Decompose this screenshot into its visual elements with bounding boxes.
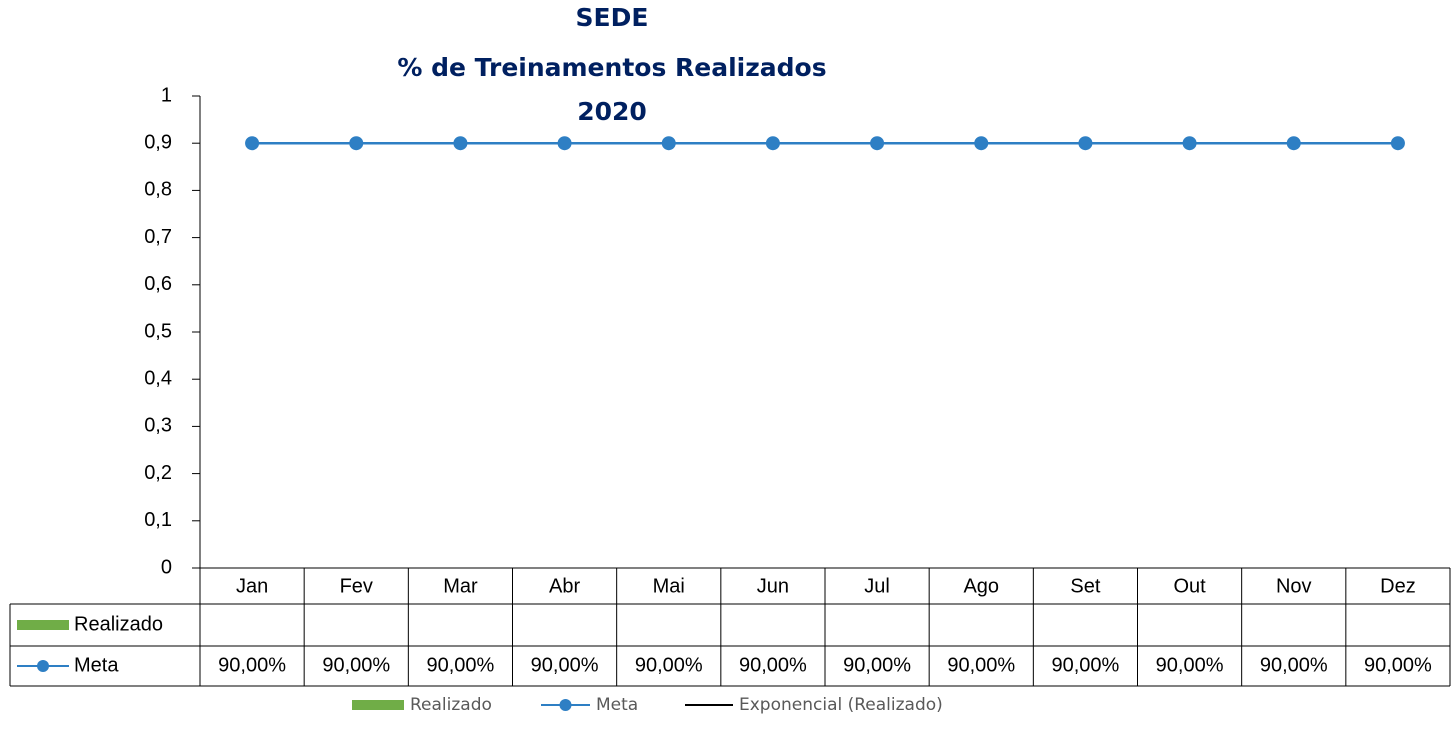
table-cell: 90,00% [1260,654,1328,676]
y-tick-label: 0,2 [144,462,172,484]
data-point [974,136,989,151]
data-point [1078,136,1093,151]
y-tick-label: 0 [161,556,172,578]
data-point [1286,136,1301,151]
x-tick-label: Jul [864,575,890,597]
chart-title: SEDE [576,3,649,32]
data-point [1182,136,1197,151]
table-row-label: Realizado [74,613,163,635]
data-point [453,136,468,151]
table-cell: 90,00% [531,654,599,676]
x-tick-label: Out [1173,575,1206,597]
data-point [557,136,572,151]
x-tick-label: Jan [236,575,268,597]
y-tick-label: 0,5 [144,320,172,342]
table-cell: 90,00% [739,654,807,676]
legend-marker [37,660,49,672]
table-cell: 90,00% [635,654,703,676]
x-tick-label: Ago [963,575,999,597]
x-tick-label: Jun [757,575,789,597]
legend-label: Exponencial (Realizado) [739,695,943,715]
y-tick-label: 0,1 [144,509,172,531]
chart-title: % de Treinamentos Realizados [397,53,826,82]
legend-swatch [352,700,404,710]
data-point [1390,136,1405,151]
y-tick-label: 0,3 [144,415,172,437]
y-tick-label: 0,8 [144,179,172,201]
x-tick-label: Abr [549,575,580,597]
table-cell: 90,00% [322,654,390,676]
y-tick-label: 0,4 [144,367,172,389]
data-point [349,136,364,151]
data-point [245,136,260,151]
data-point [765,136,780,151]
x-tick-label: Nov [1276,575,1312,597]
legend-marker [559,699,572,711]
y-tick-label: 0,7 [144,226,172,248]
table-cell: 90,00% [1156,654,1224,676]
y-tick-label: 0,9 [144,131,172,153]
legend-label: Realizado [410,695,492,715]
table-cell: 90,00% [426,654,494,676]
table-cell: 90,00% [218,654,286,676]
x-tick-label: Set [1070,575,1100,597]
data-point [870,136,885,151]
chart-title: 2020 [577,97,647,126]
table-cell: 90,00% [1364,654,1432,676]
table-cell: 90,00% [843,654,911,676]
x-tick-label: Dez [1380,575,1416,597]
y-tick-label: 1 [161,84,172,106]
y-tick-label: 0,6 [144,273,172,295]
x-tick-label: Mar [443,575,478,597]
data-point [661,136,676,151]
legend-swatch [17,620,69,630]
table-cell: 90,00% [947,654,1015,676]
x-tick-label: Fev [340,575,373,597]
legend-label: Meta [596,695,638,715]
x-tick-label: Mai [653,575,685,597]
table-row-label: Meta [74,654,119,676]
table-cell: 90,00% [1051,654,1119,676]
